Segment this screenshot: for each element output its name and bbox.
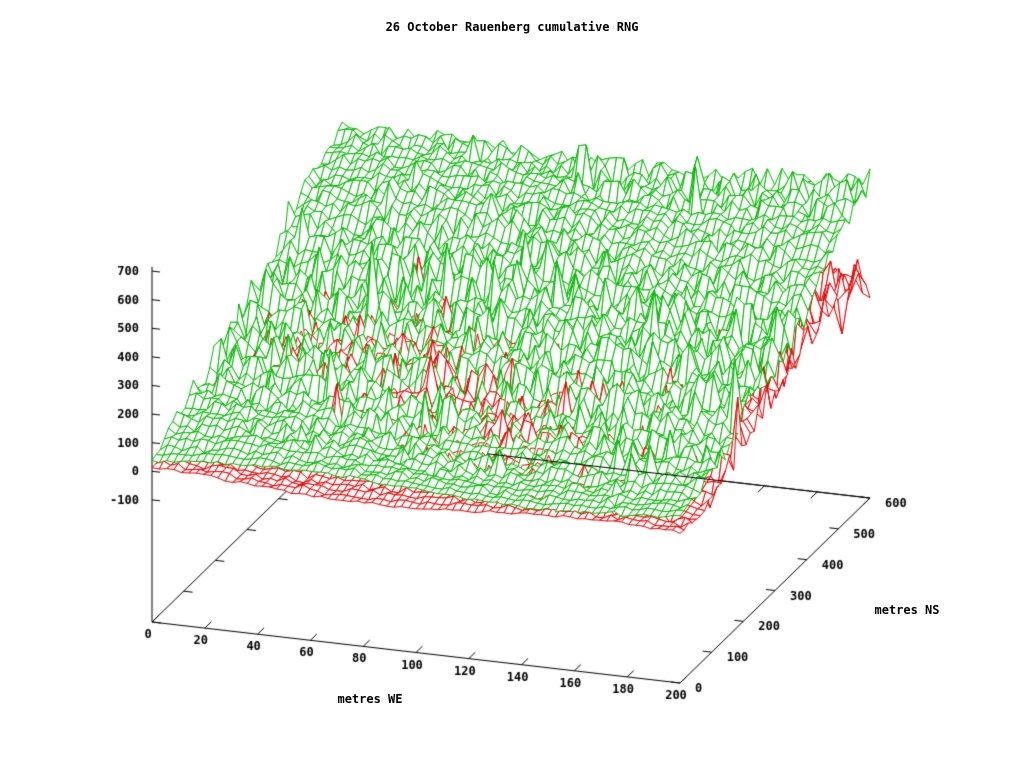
- y-axis-label: metres NS: [874, 603, 940, 617]
- chart-title: 26 October Rauenberg cumulative RNG: [385, 20, 639, 34]
- x-axis-label: metres WE: [337, 692, 403, 706]
